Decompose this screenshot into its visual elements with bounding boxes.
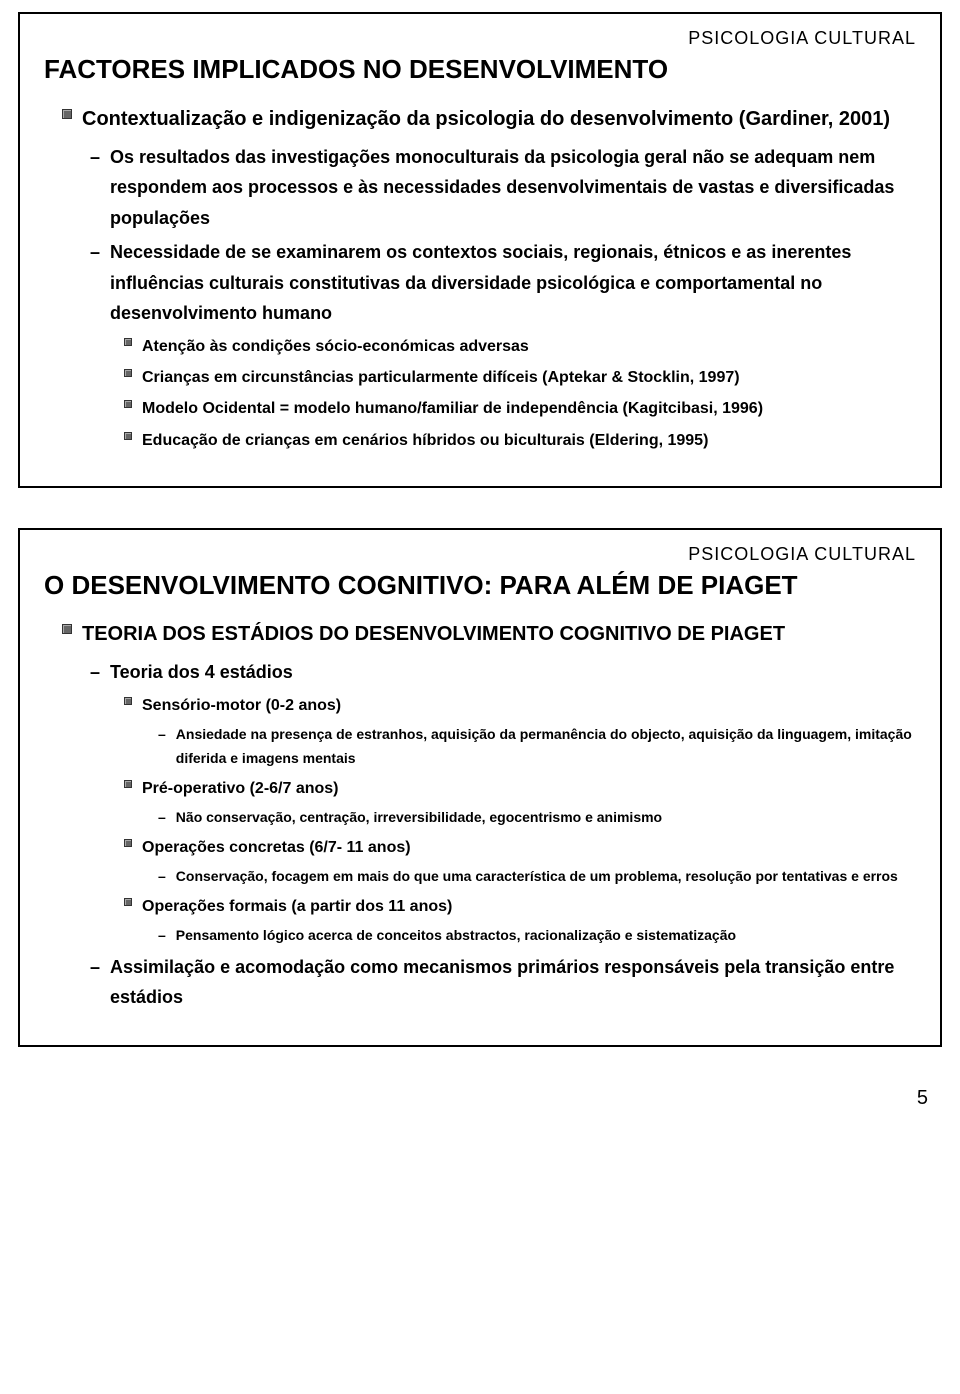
bullet-text: Educação de crianças em cenários híbrido… xyxy=(142,427,708,454)
dash-bullet-icon: – xyxy=(90,142,100,173)
bullet-lvl4: – Ansiedade na presença de estranhos, aq… xyxy=(158,723,916,771)
square-bullet-icon xyxy=(62,624,72,634)
square-bullet-icon xyxy=(124,432,132,440)
dash-bullet-icon: – xyxy=(158,723,166,747)
dash-bullet-icon: – xyxy=(90,952,100,983)
bullet-text: Atenção às condições sócio-económicas ad… xyxy=(142,333,529,360)
bullet-text: TEORIA DOS ESTÁDIOS DO DESENVOLVIMENTO C… xyxy=(82,619,785,649)
bullet-text: Operações formais (a partir dos 11 anos) xyxy=(142,893,452,920)
bullet-text: Pré-operativo (2-6/7 anos) xyxy=(142,775,339,802)
bullet-lvl4: – Conservação, focagem em mais do que um… xyxy=(158,865,916,889)
dash-bullet-icon: – xyxy=(158,806,166,830)
bullet-lvl3: Educação de crianças em cenários híbrido… xyxy=(124,427,916,454)
bullet-lvl1: Contextualização e indigenização da psic… xyxy=(62,104,916,134)
square-bullet-icon xyxy=(124,898,132,906)
square-bullet-icon xyxy=(124,839,132,847)
dash-bullet-icon: – xyxy=(158,924,166,948)
bullet-lvl3: Operações concretas (6/7- 11 anos) xyxy=(124,834,916,861)
bullet-lvl3: Atenção às condições sócio-económicas ad… xyxy=(124,333,916,360)
bullet-text: Ansiedade na presença de estranhos, aqui… xyxy=(176,723,916,771)
slide-title: FACTORES IMPLICADOS NO DESENVOLVIMENTO xyxy=(44,53,916,86)
bullet-text: Não conservação, centração, irreversibil… xyxy=(176,806,662,830)
square-bullet-icon xyxy=(124,338,132,346)
bullet-lvl3: Modelo Ocidental = modelo humano/familia… xyxy=(124,395,916,422)
bullet-lvl4: – Pensamento lógico acerca de conceitos … xyxy=(158,924,916,948)
bullet-lvl2: – Necessidade de se examinarem os contex… xyxy=(90,237,916,329)
bullet-text: Pensamento lógico acerca de conceitos ab… xyxy=(176,924,736,948)
bullet-text: Operações concretas (6/7- 11 anos) xyxy=(142,834,411,861)
bullet-lvl3: Sensório-motor (0-2 anos) xyxy=(124,692,916,719)
bullet-text: Assimilação e acomodação como mecanismos… xyxy=(110,952,916,1013)
dash-bullet-icon: – xyxy=(90,237,100,268)
bullet-text: Contextualização e indigenização da psic… xyxy=(82,104,890,134)
page-number: 5 xyxy=(0,1087,960,1120)
bullet-lvl3: Pré-operativo (2-6/7 anos) xyxy=(124,775,916,802)
bullet-text: Necessidade de se examinarem os contexto… xyxy=(110,237,916,329)
slide-title: O DESENVOLVIMENTO COGNITIVO: PARA ALÉM D… xyxy=(44,569,916,602)
bullet-text: Teoria dos 4 estádios xyxy=(110,657,293,688)
square-bullet-icon xyxy=(124,400,132,408)
bullet-lvl2: – Assimilação e acomodação como mecanism… xyxy=(90,952,916,1013)
bullet-lvl3: Crianças em circunstâncias particularmen… xyxy=(124,364,916,391)
square-bullet-icon xyxy=(124,369,132,377)
bullet-text: Os resultados das investigações monocult… xyxy=(110,142,916,234)
bullet-text: Sensório-motor (0-2 anos) xyxy=(142,692,341,719)
bullet-lvl2: – Os resultados das investigações monocu… xyxy=(90,142,916,234)
header-label: PSICOLOGIA CULTURAL xyxy=(44,544,916,565)
dash-bullet-icon: – xyxy=(158,865,166,889)
bullet-lvl2: – Teoria dos 4 estádios xyxy=(90,657,916,688)
header-label: PSICOLOGIA CULTURAL xyxy=(44,28,916,49)
square-bullet-icon xyxy=(124,780,132,788)
bullet-lvl3: Operações formais (a partir dos 11 anos) xyxy=(124,893,916,920)
bullet-text: Conservação, focagem em mais do que uma … xyxy=(176,865,898,889)
square-bullet-icon xyxy=(62,109,72,119)
dash-bullet-icon: – xyxy=(90,657,100,688)
bullet-text: Modelo Ocidental = modelo humano/familia… xyxy=(142,395,763,422)
bullet-lvl1: TEORIA DOS ESTÁDIOS DO DESENVOLVIMENTO C… xyxy=(62,619,916,649)
bullet-text: Crianças em circunstâncias particularmen… xyxy=(142,364,740,391)
slide-2: PSICOLOGIA CULTURAL O DESENVOLVIMENTO CO… xyxy=(18,528,942,1047)
bullet-lvl4: – Não conservação, centração, irreversib… xyxy=(158,806,916,830)
square-bullet-icon xyxy=(124,697,132,705)
slide-1: PSICOLOGIA CULTURAL FACTORES IMPLICADOS … xyxy=(18,12,942,488)
